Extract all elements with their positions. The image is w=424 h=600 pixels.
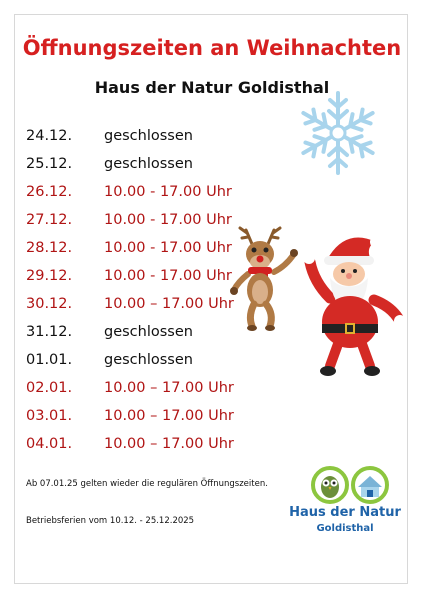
owl-icon <box>311 466 349 504</box>
schedule-hours: 10.00 – 17.00 Uhr <box>104 436 234 452</box>
haus-der-natur-logo: Haus der Natur Goldisthal <box>289 465 401 545</box>
schedule-row: 25.12. geschlossen <box>26 154 246 182</box>
logo-place: Goldisthal <box>316 523 374 534</box>
schedule-row: 27.12. 10.00 - 17.00 Uhr <box>26 210 246 238</box>
schedule-hours: 10.00 - 17.00 Uhr <box>104 268 232 284</box>
schedule-date: 29.12. <box>26 268 73 284</box>
poster-frame <box>14 14 408 584</box>
page-title: Öffnungszeiten an Weihnachten <box>22 36 402 60</box>
snowflake-icon <box>296 91 380 175</box>
schedule-list: 24.12. geschlossen 25.12. geschlossen 26… <box>26 126 246 462</box>
schedule-date: 25.12. <box>26 156 73 172</box>
schedule-row: 02.01. 10.00 – 17.00 Uhr <box>26 378 246 406</box>
schedule-hours: 10.00 - 17.00 Uhr <box>104 212 232 228</box>
schedule-row: 26.12. 10.00 - 17.00 Uhr <box>26 182 246 210</box>
schedule-date: 02.01. <box>26 380 73 396</box>
schedule-hours: 10.00 – 17.00 Uhr <box>104 296 234 312</box>
schedule-hours: 10.00 – 17.00 Uhr <box>104 408 234 424</box>
schedule-hours: 10.00 - 17.00 Uhr <box>104 240 232 256</box>
house-icon <box>351 466 389 504</box>
regular-hours-note: Ab 07.01.25 gelten wieder die regulären … <box>26 479 268 489</box>
schedule-hours: geschlossen <box>104 324 193 340</box>
logo-name: Haus der Natur <box>289 505 401 520</box>
schedule-date: 27.12. <box>26 212 73 228</box>
schedule-row: 01.01. geschlossen <box>26 350 246 378</box>
schedule-hours: 10.00 – 17.00 Uhr <box>104 380 234 396</box>
holiday-closure-note: Betriebsferien vom 10.12. - 25.12.2025 <box>26 516 195 526</box>
schedule-row: 28.12. 10.00 - 17.00 Uhr <box>26 238 246 266</box>
schedule-date: 28.12. <box>26 240 73 256</box>
schedule-date: 24.12. <box>26 128 73 144</box>
schedule-row: 30.12. 10.00 – 17.00 Uhr <box>26 294 246 322</box>
schedule-date: 04.01. <box>26 436 73 452</box>
schedule-row: 29.12. 10.00 - 17.00 Uhr <box>26 266 246 294</box>
reindeer-illustration <box>230 226 298 331</box>
schedule-hours: geschlossen <box>104 352 193 368</box>
schedule-row: 31.12. geschlossen <box>26 322 246 350</box>
schedule-row: 03.01. 10.00 – 17.00 Uhr <box>26 406 246 434</box>
schedule-row: 24.12. geschlossen <box>26 126 246 154</box>
page-subtitle: Haus der Natur Goldisthal <box>94 78 330 97</box>
santa-illustration <box>303 236 406 376</box>
schedule-row: 04.01. 10.00 – 17.00 Uhr <box>26 434 246 462</box>
schedule-hours: geschlossen <box>104 128 193 144</box>
schedule-date: 30.12. <box>26 296 73 312</box>
schedule-hours: 10.00 - 17.00 Uhr <box>104 184 232 200</box>
schedule-date: 03.01. <box>26 408 73 424</box>
schedule-date: 31.12. <box>26 324 73 340</box>
schedule-date: 01.01. <box>26 352 73 368</box>
schedule-date: 26.12. <box>26 184 73 200</box>
schedule-hours: geschlossen <box>104 156 193 172</box>
